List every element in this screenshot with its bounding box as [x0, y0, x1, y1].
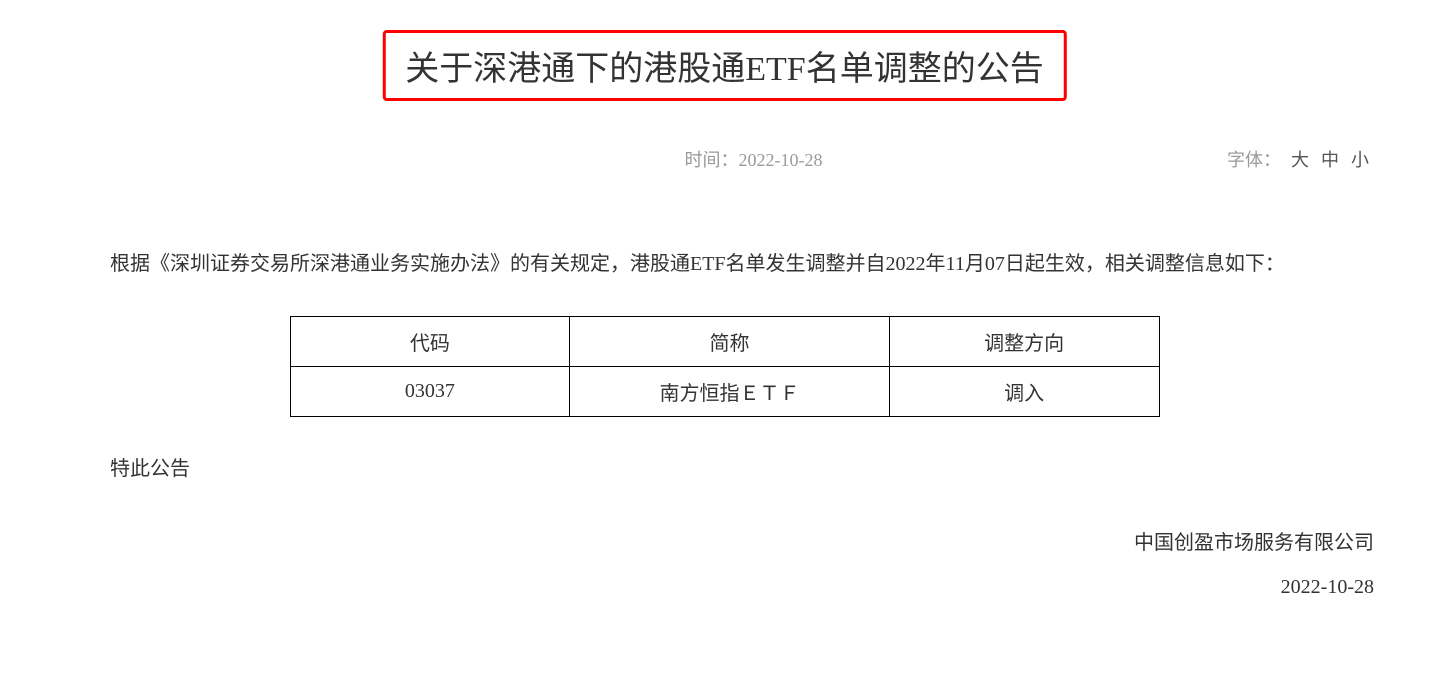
footer-company: 中国创盈市场服务有限公司 — [70, 521, 1374, 565]
col-header-name: 简称 — [570, 317, 890, 367]
font-size-control: 字体： 大 中 小 — [1227, 146, 1369, 172]
table-container: 代码 简称 调整方向 03037 南方恒指ＥＴＦ 调入 — [70, 316, 1379, 417]
cell-name: 南方恒指ＥＴＦ — [570, 367, 890, 417]
col-header-code: 代码 — [290, 317, 570, 367]
cell-code: 03037 — [290, 367, 570, 417]
table-header-row: 代码 简称 调整方向 — [290, 317, 1159, 367]
title-highlight-box: 关于深港通下的港股通ETF名单调整的公告 — [382, 30, 1066, 101]
page-title: 关于深港通下的港股通ETF名单调整的公告 — [405, 41, 1043, 90]
time-value: 2022-10-28 — [739, 150, 823, 170]
announcement-body: 根据《深圳证券交易所深港通业务实施办法》的有关规定，港股通ETF名单发生调整并自… — [70, 242, 1379, 286]
table-row: 03037 南方恒指ＥＴＦ 调入 — [290, 367, 1159, 417]
footer: 中国创盈市场服务有限公司 2022-10-28 — [70, 521, 1379, 609]
publish-time: 时间：2022-10-28 — [280, 146, 1227, 172]
font-size-large[interactable]: 大 — [1291, 146, 1309, 172]
font-size-options: 大 中 小 — [1291, 146, 1369, 172]
col-header-direction: 调整方向 — [889, 317, 1159, 367]
cell-direction: 调入 — [889, 367, 1159, 417]
font-label: 字体： — [1227, 146, 1281, 172]
time-label: 时间： — [685, 150, 739, 170]
adjustment-table: 代码 简称 调整方向 03037 南方恒指ＥＴＦ 调入 — [290, 316, 1160, 417]
footer-date: 2022-10-28 — [70, 565, 1374, 609]
font-size-medium[interactable]: 中 — [1321, 146, 1339, 172]
closing-statement: 特此公告 — [70, 452, 1379, 481]
meta-row: 时间：2022-10-28 字体： 大 中 小 — [70, 146, 1379, 172]
font-size-small[interactable]: 小 — [1351, 146, 1369, 172]
